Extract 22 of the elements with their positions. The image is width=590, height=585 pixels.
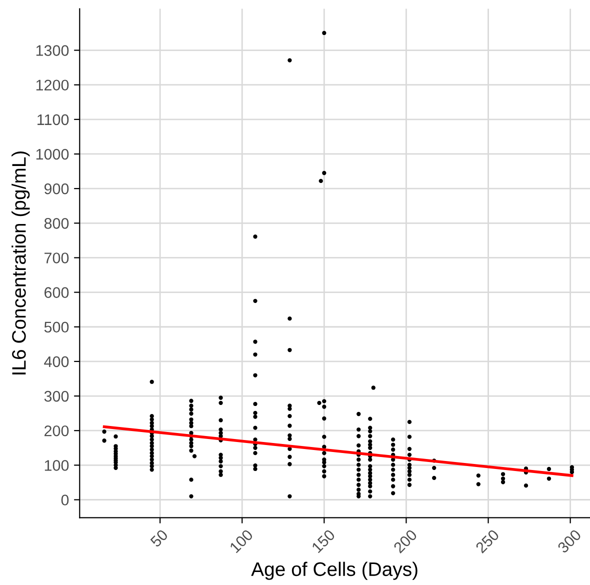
x-tick-label: 150	[311, 528, 336, 554]
y-tick-label: 500	[44, 322, 69, 333]
x-tick-label: 250	[475, 528, 500, 554]
x-axis-title: Age of Cells (Days)	[251, 562, 418, 580]
y-tick-label: 100	[44, 460, 69, 471]
x-tick-label: 300	[556, 528, 582, 554]
x-tick-label: 200	[392, 528, 418, 554]
y-tick-label: 600	[44, 287, 69, 298]
y-tick-label: 300	[44, 390, 69, 402]
y-tick-label: 400	[44, 356, 69, 368]
y-axis-title: IL6 Concentration (pg/mL)	[12, 152, 30, 374]
y-tick-label: 1300	[36, 45, 69, 56]
y-tick-label: 0	[61, 494, 69, 506]
y-tick-label: 700	[44, 252, 69, 264]
x-tick-label: 100	[229, 528, 254, 554]
x-tick-label: 50	[150, 528, 169, 548]
y-tick-label: 1000	[36, 148, 69, 160]
y-tick-label: 800	[44, 218, 69, 229]
y-tick-label: 900	[44, 183, 69, 194]
y-tick-label: 200	[44, 425, 69, 436]
y-tick-label: 1100	[38, 114, 69, 126]
y-tick-label: 1200	[36, 80, 69, 91]
